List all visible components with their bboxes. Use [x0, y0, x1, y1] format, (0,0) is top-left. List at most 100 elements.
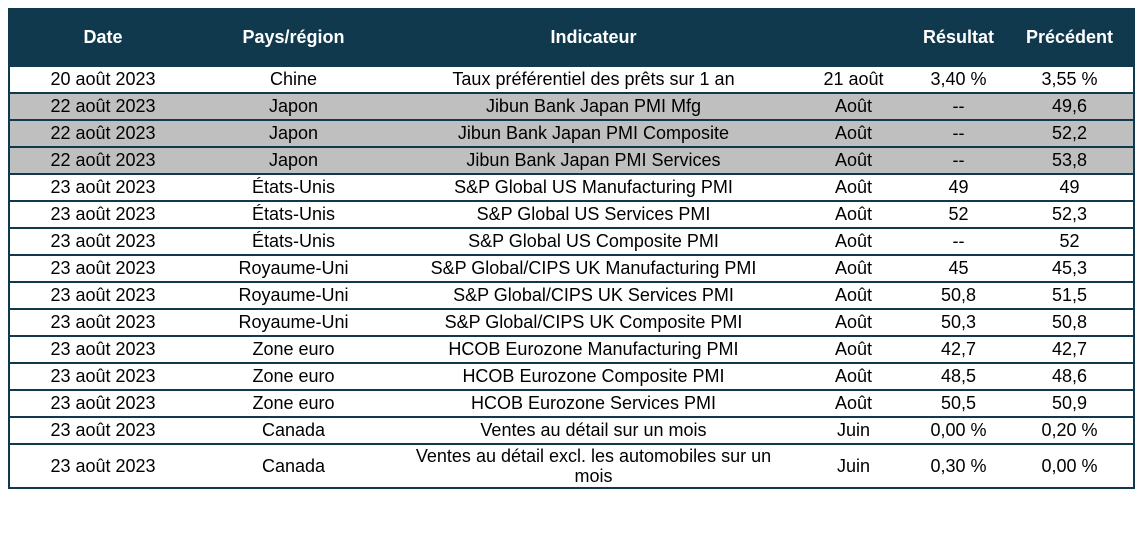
indicator-cell: S&P Global US Services PMI — [391, 200, 796, 228]
region-cell: Royaume-Uni — [196, 281, 391, 309]
column-header-previous: Précédent — [1006, 9, 1134, 66]
result-cell: 0,30 % — [911, 442, 1006, 489]
period-cell: Août — [796, 200, 911, 228]
date-cell: 22 août 2023 — [9, 119, 196, 147]
table-row: 23 août 2023 Zone euro HCOB Eurozone Ser… — [9, 389, 1134, 417]
indicator-cell: Jibun Bank Japan PMI Services — [391, 146, 796, 174]
region-cell: Japon — [196, 92, 391, 120]
result-cell: 0,00 % — [911, 416, 1006, 444]
region-cell: États-Unis — [196, 173, 391, 201]
region-cell: Zone euro — [196, 389, 391, 417]
period-cell: Juin — [796, 442, 911, 489]
region-cell: États-Unis — [196, 227, 391, 255]
indicator-cell: Jibun Bank Japan PMI Composite — [391, 119, 796, 147]
result-cell: 3,40 % — [911, 65, 1006, 93]
table-row: 23 août 2023 Zone euro HCOB Eurozone Man… — [9, 335, 1134, 363]
previous-cell: 42,7 — [1006, 335, 1134, 363]
previous-cell: 0,00 % — [1006, 442, 1134, 489]
date-cell: 23 août 2023 — [9, 200, 196, 228]
indicator-cell: S&P Global/CIPS UK Services PMI — [391, 281, 796, 309]
region-cell: Canada — [196, 442, 391, 489]
table-row: 23 août 2023 États-Unis S&P Global US Co… — [9, 227, 1134, 255]
region-cell: États-Unis — [196, 200, 391, 228]
previous-cell: 48,6 — [1006, 362, 1134, 390]
result-cell: 42,7 — [911, 335, 1006, 363]
period-cell: Août — [796, 389, 911, 417]
date-cell: 23 août 2023 — [9, 389, 196, 417]
table-row: 23 août 2023 Royaume-Uni S&P Global/CIPS… — [9, 281, 1134, 309]
previous-cell: 49,6 — [1006, 92, 1134, 120]
previous-cell: 50,8 — [1006, 308, 1134, 336]
result-cell: -- — [911, 119, 1006, 147]
result-cell: 50,3 — [911, 308, 1006, 336]
previous-cell: 53,8 — [1006, 146, 1134, 174]
table-row: 23 août 2023 Zone euro HCOB Eurozone Com… — [9, 362, 1134, 390]
economic-calendar-table: Date Pays/région Indicateur Résultat Pré… — [8, 8, 1135, 490]
period-cell: Août — [796, 281, 911, 309]
date-cell: 23 août 2023 — [9, 416, 196, 444]
table-row: 23 août 2023 Canada Ventes au détail exc… — [9, 442, 1134, 489]
period-cell: Août — [796, 173, 911, 201]
date-cell: 23 août 2023 — [9, 442, 196, 489]
previous-cell: 51,5 — [1006, 281, 1134, 309]
period-cell: Août — [796, 119, 911, 147]
previous-cell: 52,3 — [1006, 200, 1134, 228]
column-header-period — [796, 9, 911, 66]
region-cell: Zone euro — [196, 335, 391, 363]
period-cell: Août — [796, 254, 911, 282]
indicator-cell: Ventes au détail sur un mois — [391, 416, 796, 444]
result-cell: 50,8 — [911, 281, 1006, 309]
date-cell: 23 août 2023 — [9, 173, 196, 201]
result-cell: -- — [911, 146, 1006, 174]
indicator-cell: Taux préférentiel des prêts sur 1 an — [391, 65, 796, 93]
result-cell: 45 — [911, 254, 1006, 282]
column-header-region: Pays/région — [196, 9, 391, 66]
region-cell: Canada — [196, 416, 391, 444]
table-row: 23 août 2023 États-Unis S&P Global US Ma… — [9, 173, 1134, 201]
date-cell: 22 août 2023 — [9, 92, 196, 120]
period-cell: 21 août — [796, 65, 911, 93]
table-row: 23 août 2023 États-Unis S&P Global US Se… — [9, 200, 1134, 228]
date-cell: 23 août 2023 — [9, 281, 196, 309]
table-row: 22 août 2023 Japon Jibun Bank Japan PMI … — [9, 146, 1134, 174]
result-cell: 50,5 — [911, 389, 1006, 417]
table-body: 20 août 2023 Chine Taux préférentiel des… — [9, 65, 1134, 489]
result-cell: -- — [911, 227, 1006, 255]
table-header: Date Pays/région Indicateur Résultat Pré… — [9, 9, 1134, 66]
indicator-cell: Jibun Bank Japan PMI Mfg — [391, 92, 796, 120]
date-cell: 23 août 2023 — [9, 335, 196, 363]
table-row: 22 août 2023 Japon Jibun Bank Japan PMI … — [9, 92, 1134, 120]
table-row: 20 août 2023 Chine Taux préférentiel des… — [9, 65, 1134, 93]
column-header-result: Résultat — [911, 9, 1006, 66]
period-cell: Août — [796, 227, 911, 255]
period-cell: Août — [796, 335, 911, 363]
period-cell: Août — [796, 308, 911, 336]
date-cell: 20 août 2023 — [9, 65, 196, 93]
table-row: 23 août 2023 Royaume-Uni S&P Global/CIPS… — [9, 254, 1134, 282]
region-cell: Japon — [196, 119, 391, 147]
table-row: 23 août 2023 Royaume-Uni S&P Global/CIPS… — [9, 308, 1134, 336]
indicator-cell: HCOB Eurozone Composite PMI — [391, 362, 796, 390]
region-cell: Royaume-Uni — [196, 308, 391, 336]
period-cell: Août — [796, 362, 911, 390]
result-cell: 48,5 — [911, 362, 1006, 390]
indicator-cell: S&P Global US Manufacturing PMI — [391, 173, 796, 201]
previous-cell: 49 — [1006, 173, 1134, 201]
previous-cell: 0,20 % — [1006, 416, 1134, 444]
period-cell: Août — [796, 146, 911, 174]
indicator-cell: Ventes au détail excl. les automobiles s… — [391, 442, 796, 489]
period-cell: Août — [796, 92, 911, 120]
date-cell: 22 août 2023 — [9, 146, 196, 174]
date-cell: 23 août 2023 — [9, 362, 196, 390]
region-cell: Zone euro — [196, 362, 391, 390]
region-cell: Chine — [196, 65, 391, 93]
column-header-indicator: Indicateur — [391, 9, 796, 66]
indicator-cell: S&P Global/CIPS UK Composite PMI — [391, 308, 796, 336]
header-row: Date Pays/région Indicateur Résultat Pré… — [9, 9, 1134, 66]
previous-cell: 52 — [1006, 227, 1134, 255]
result-cell: 52 — [911, 200, 1006, 228]
result-cell: 49 — [911, 173, 1006, 201]
date-cell: 23 août 2023 — [9, 308, 196, 336]
column-header-date: Date — [9, 9, 196, 66]
